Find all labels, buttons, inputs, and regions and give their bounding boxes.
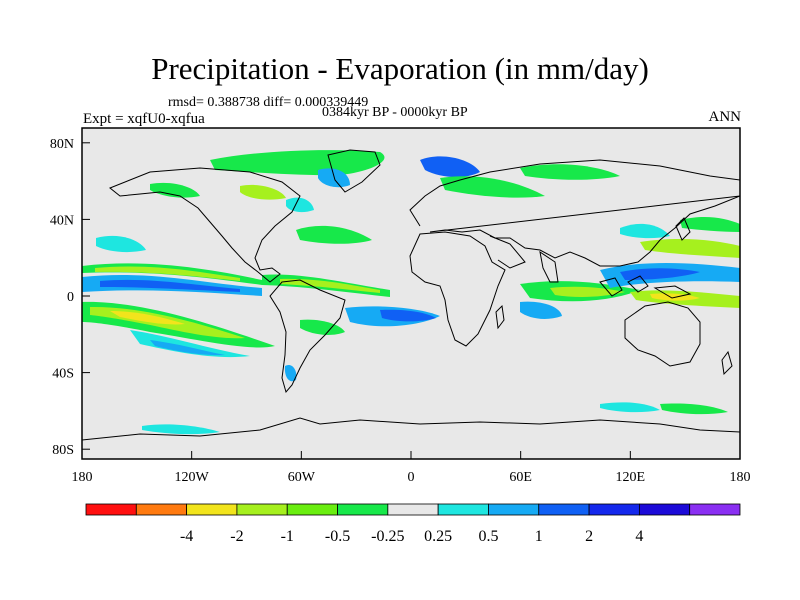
colorbar-swatch xyxy=(437,503,489,516)
south-pacific-wet xyxy=(130,330,250,358)
pacific-itcz-core xyxy=(100,279,240,292)
colorbar-label: 1 xyxy=(535,528,543,545)
pme-field xyxy=(82,150,740,435)
lon-tick-label: 120E xyxy=(616,470,646,485)
colorbar-label: 2 xyxy=(585,528,593,545)
experiment-label: Expt = xqfU0-xqfua xyxy=(83,111,205,127)
coastlines xyxy=(82,149,740,441)
colorbar-label: -2 xyxy=(230,528,243,545)
southern-ocean-dry xyxy=(660,403,728,415)
colorbar-label: -4 xyxy=(180,528,193,545)
season-label: ANN xyxy=(708,109,742,125)
siberia-dry xyxy=(520,164,620,180)
colorbar-swatch xyxy=(538,503,590,516)
lon-tick-label: 60E xyxy=(509,470,532,485)
colorbar-swatch xyxy=(337,503,389,516)
colorbar-swatch xyxy=(638,503,691,516)
colorbar-swatch xyxy=(387,503,439,516)
colorbar: -4 -2 -1 -0.5 -0.25 0.25 0.5 1 2 4 xyxy=(85,503,741,545)
colorbar-label: 0.5 xyxy=(478,528,498,545)
lon-tick-label: 120W xyxy=(175,470,210,485)
south-pacific-max xyxy=(110,311,185,325)
arctic-dry-band xyxy=(210,150,385,176)
antarctica-coast xyxy=(82,417,740,441)
map-title: Precipitation - Evaporation (in mm/day) xyxy=(151,51,649,86)
colorbar-label: -0.25 xyxy=(371,528,404,545)
colorbar-swatch xyxy=(236,503,288,516)
australia-coast xyxy=(624,301,701,367)
south-atlantic-wet-core xyxy=(380,309,436,322)
south-atlantic-dry xyxy=(300,319,345,335)
colorbar-label: -1 xyxy=(281,528,294,545)
rmsd-diff-stats: rmsd= 0.388738 diff= 0.000339449 xyxy=(168,95,369,110)
east-pacific-dry-core xyxy=(95,266,240,281)
colorbar-swatch xyxy=(588,503,640,516)
indonesia-coast xyxy=(599,275,692,299)
japan-coast xyxy=(675,217,691,241)
lon-tick-label: 180 xyxy=(730,470,751,485)
europe-asia-coast xyxy=(409,159,740,267)
south-america-coast xyxy=(269,279,346,394)
time-period-label: 0384kyr BP - 0000kyr BP xyxy=(322,105,468,120)
colorbar-swatch xyxy=(135,503,188,516)
colorbar-swatch xyxy=(85,503,137,516)
colorbar-swatch xyxy=(488,503,540,516)
lat-tick-label: 80S xyxy=(52,443,74,458)
colorbar-label: 0.25 xyxy=(424,528,452,545)
new-zealand-coast xyxy=(721,350,733,376)
us-east-wet xyxy=(286,197,314,213)
drake-passage-wet xyxy=(284,364,297,382)
colorbar-swatch xyxy=(186,503,238,516)
south-indian-wet xyxy=(520,301,562,319)
greenland-coast xyxy=(327,149,381,193)
north-pacific-dry xyxy=(240,184,286,200)
canada-dry xyxy=(150,182,200,198)
colorbar-swatch xyxy=(689,503,741,516)
west-pacific-dry xyxy=(640,239,740,258)
maritime-continent-core xyxy=(620,268,700,280)
arabia-india-coast xyxy=(489,235,559,283)
southern-ocean-wet xyxy=(600,402,660,413)
south-pacific-wet-core xyxy=(150,340,225,356)
lat-tick-label: 40S xyxy=(52,367,74,382)
southern-ocean-wet-2 xyxy=(142,424,220,435)
lon-tick-label: 180 xyxy=(72,470,93,485)
axis-ticks: 80N 40N 0 40S 80S 180 120W 60W 0 60E 120E 180 xyxy=(50,137,751,485)
madagascar-coast xyxy=(495,304,505,330)
colorbar-label: -0.5 xyxy=(325,528,350,545)
lon-tick-label: 0 xyxy=(408,470,415,485)
africa-coast xyxy=(409,231,506,347)
lon-tick-label: 60W xyxy=(288,470,316,485)
lat-tick-label: 0 xyxy=(67,290,74,305)
colorbar-label: 4 xyxy=(635,528,643,545)
colorbar-swatch xyxy=(286,503,338,516)
north-america-coast xyxy=(109,167,301,283)
lat-tick-label: 80N xyxy=(50,137,74,152)
north-pacific-wet-patch xyxy=(96,235,146,253)
north-atlantic-wet xyxy=(420,156,480,178)
north-atlantic-dry xyxy=(440,176,545,198)
north-west-pacific-dry xyxy=(680,217,740,232)
east-asia-wet xyxy=(620,223,670,239)
lat-tick-label: 40N xyxy=(50,213,74,228)
north-atlantic-storm-track xyxy=(296,225,372,244)
